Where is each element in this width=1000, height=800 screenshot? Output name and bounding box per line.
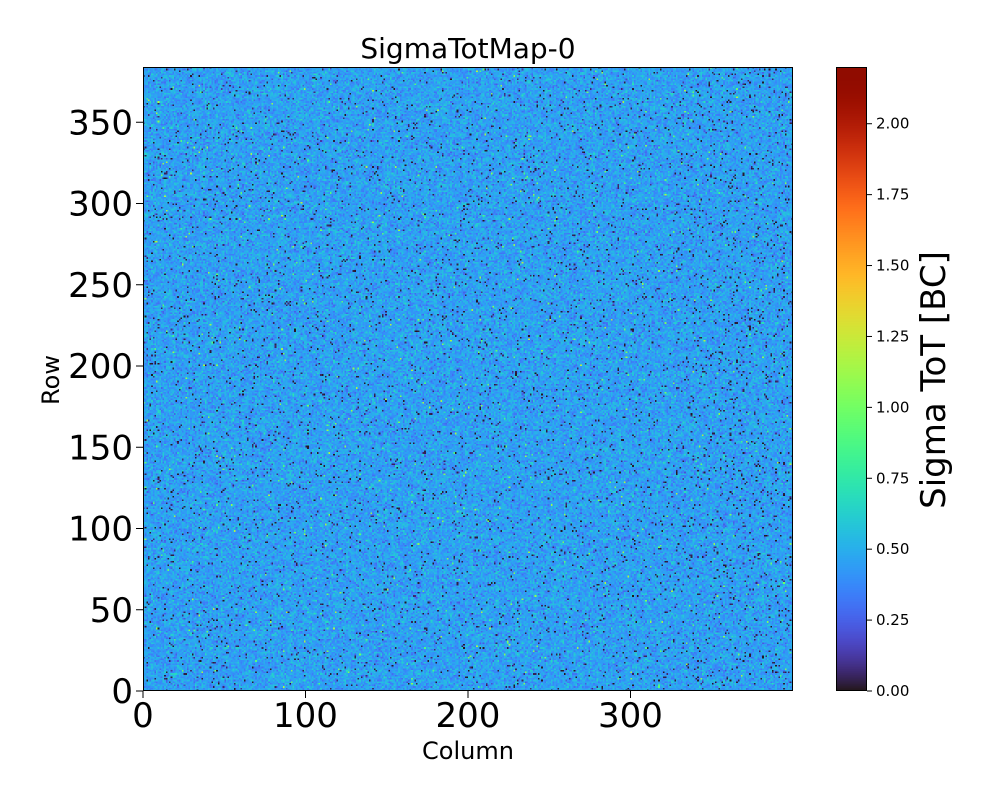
- x-tick-label: 300: [598, 696, 663, 736]
- colorbar-tick-label: 0.75: [876, 469, 909, 487]
- y-tick-label: 50: [90, 591, 133, 631]
- colorbar-tick-label: 1.50: [876, 257, 909, 275]
- y-axis-label: Row: [37, 355, 65, 405]
- colorbar-frame: [836, 67, 867, 691]
- y-tick-label: 300: [68, 185, 133, 225]
- plot-area-frame: [143, 67, 793, 691]
- colorbar-tick-label: 0.00: [876, 682, 909, 700]
- colorbar-tick-label: 1.75: [876, 186, 909, 204]
- colorbar-gradient: [837, 67, 867, 691]
- x-tick-label: 200: [436, 696, 501, 736]
- colorbar-tick-label: 2.00: [876, 115, 909, 133]
- colorbar-tick-label: 0.25: [876, 611, 909, 629]
- y-tick-label: 200: [68, 347, 133, 387]
- heatmap-image: [143, 67, 793, 691]
- colorbar-ticks: 0.00 0.25 0.50 0.75 1.00 1.25 1.50 1.75 2.00: [867, 115, 909, 700]
- x-tick-label: 0: [132, 696, 154, 736]
- colorbar-tick-label: 1.25: [876, 327, 909, 345]
- y-tick-label: 150: [68, 428, 133, 468]
- chart-title: SigmaTotMap-0: [360, 32, 575, 65]
- y-tick-label: 0: [111, 672, 133, 712]
- x-axis-label: Column: [422, 737, 514, 765]
- y-axis-ticks: 0 50 100 150 200 250 300 350: [68, 103, 143, 712]
- x-tick-label: 100: [273, 696, 338, 736]
- colorbar-tick-label: 1.00: [876, 398, 909, 416]
- x-axis-ticks: 0 100 200 300: [132, 691, 663, 736]
- y-tick-label: 250: [68, 266, 133, 306]
- colorbar-tick-label: 0.50: [876, 540, 909, 558]
- colorbar-label: Sigma ToT [BC]: [914, 251, 954, 509]
- y-tick-label: 100: [68, 510, 133, 550]
- y-tick-label: 350: [68, 103, 133, 143]
